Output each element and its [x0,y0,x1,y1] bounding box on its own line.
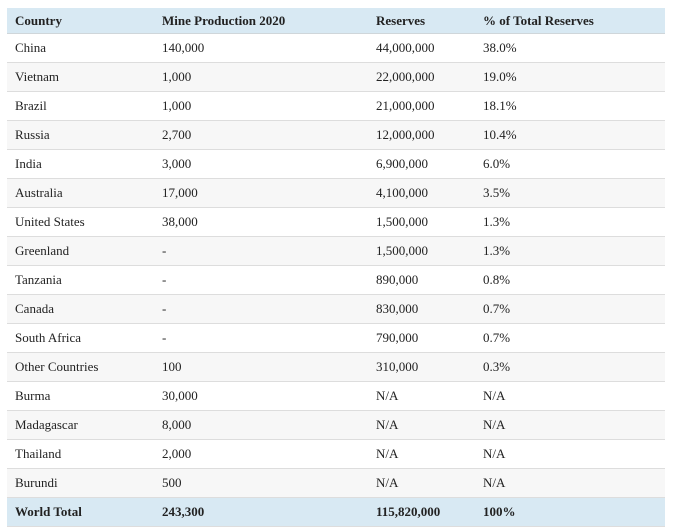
cell-reserves: 830,000 [368,295,475,324]
cell-production: 1,000 [154,63,368,92]
header-row: Country Mine Production 2020 Reserves % … [7,8,665,34]
cell-production: 2,000 [154,440,368,469]
cell-reserves: N/A [368,411,475,440]
cell-production: 38,000 [154,208,368,237]
cell-country: India [7,150,154,179]
mine-production-table: Country Mine Production 2020 Reserves % … [7,8,665,527]
cell-country: Russia [7,121,154,150]
cell-production: - [154,295,368,324]
table-row: United States38,0001,500,0001.3% [7,208,665,237]
cell-pct: N/A [475,469,665,498]
cell-pct: 0.7% [475,295,665,324]
cell-pct: 19.0% [475,63,665,92]
cell-country: Burundi [7,469,154,498]
cell-production: 30,000 [154,382,368,411]
cell-production: 2,700 [154,121,368,150]
cell-production: - [154,237,368,266]
cell-country: Australia [7,179,154,208]
cell-pct: 1.3% [475,208,665,237]
world-total-row: World Total 243,300 115,820,000 100% [7,498,665,527]
cell-reserves: 22,000,000 [368,63,475,92]
cell-reserves: 310,000 [368,353,475,382]
cell-pct: 3.5% [475,179,665,208]
cell-reserves: 1,500,000 [368,237,475,266]
table-header: Country Mine Production 2020 Reserves % … [7,8,665,34]
table-row: Brazil1,00021,000,00018.1% [7,92,665,121]
cell-pct: N/A [475,382,665,411]
cell-pct: 38.0% [475,34,665,63]
cell-reserves: N/A [368,440,475,469]
cell-country: South Africa [7,324,154,353]
cell-reserves: N/A [368,469,475,498]
cell-production: 17,000 [154,179,368,208]
cell-pct: N/A [475,411,665,440]
cell-pct: 0.3% [475,353,665,382]
cell-reserves: 790,000 [368,324,475,353]
cell-country: World Total [7,498,154,527]
table-footer: World Total 243,300 115,820,000 100% [7,498,665,527]
table-row: Madagascar8,000N/AN/A [7,411,665,440]
cell-country: Vietnam [7,63,154,92]
column-header-production: Mine Production 2020 [154,8,368,34]
cell-country: Thailand [7,440,154,469]
cell-pct: N/A [475,440,665,469]
cell-reserves: 890,000 [368,266,475,295]
column-header-country: Country [7,8,154,34]
cell-reserves: 44,000,000 [368,34,475,63]
table-row: Canada-830,0000.7% [7,295,665,324]
cell-reserves: 4,100,000 [368,179,475,208]
table-row: Tanzania-890,0000.8% [7,266,665,295]
cell-country: Other Countries [7,353,154,382]
cell-country: Burma [7,382,154,411]
cell-pct: 0.8% [475,266,665,295]
cell-reserves: 6,900,000 [368,150,475,179]
column-header-reserves: Reserves [368,8,475,34]
cell-pct: 18.1% [475,92,665,121]
cell-country: Canada [7,295,154,324]
cell-production: 100 [154,353,368,382]
cell-country: Greenland [7,237,154,266]
table-row: Thailand2,000N/AN/A [7,440,665,469]
table-row: South Africa-790,0000.7% [7,324,665,353]
table-row: India3,0006,900,0006.0% [7,150,665,179]
cell-reserves: 12,000,000 [368,121,475,150]
cell-production: - [154,324,368,353]
cell-production: 8,000 [154,411,368,440]
table-row: Greenland-1,500,0001.3% [7,237,665,266]
column-header-pct: % of Total Reserves [475,8,665,34]
cell-country: Madagascar [7,411,154,440]
cell-production: 500 [154,469,368,498]
cell-pct: 6.0% [475,150,665,179]
cell-reserves: 21,000,000 [368,92,475,121]
cell-production: 140,000 [154,34,368,63]
cell-pct: 0.7% [475,324,665,353]
cell-country: Tanzania [7,266,154,295]
cell-reserves: 1,500,000 [368,208,475,237]
cell-production: - [154,266,368,295]
table-body: China140,00044,000,00038.0%Vietnam1,0002… [7,34,665,498]
table-row: China140,00044,000,00038.0% [7,34,665,63]
table-row: Burma30,000N/AN/A [7,382,665,411]
cell-country: China [7,34,154,63]
cell-pct: 100% [475,498,665,527]
table-row: Burundi500N/AN/A [7,469,665,498]
cell-production: 243,300 [154,498,368,527]
cell-production: 3,000 [154,150,368,179]
table-row: Other Countries100310,0000.3% [7,353,665,382]
table-row: Australia17,0004,100,0003.5% [7,179,665,208]
cell-production: 1,000 [154,92,368,121]
cell-pct: 1.3% [475,237,665,266]
table-row: Vietnam1,00022,000,00019.0% [7,63,665,92]
cell-reserves: N/A [368,382,475,411]
cell-pct: 10.4% [475,121,665,150]
table-row: Russia2,70012,000,00010.4% [7,121,665,150]
cell-country: Brazil [7,92,154,121]
cell-reserves: 115,820,000 [368,498,475,527]
cell-country: United States [7,208,154,237]
